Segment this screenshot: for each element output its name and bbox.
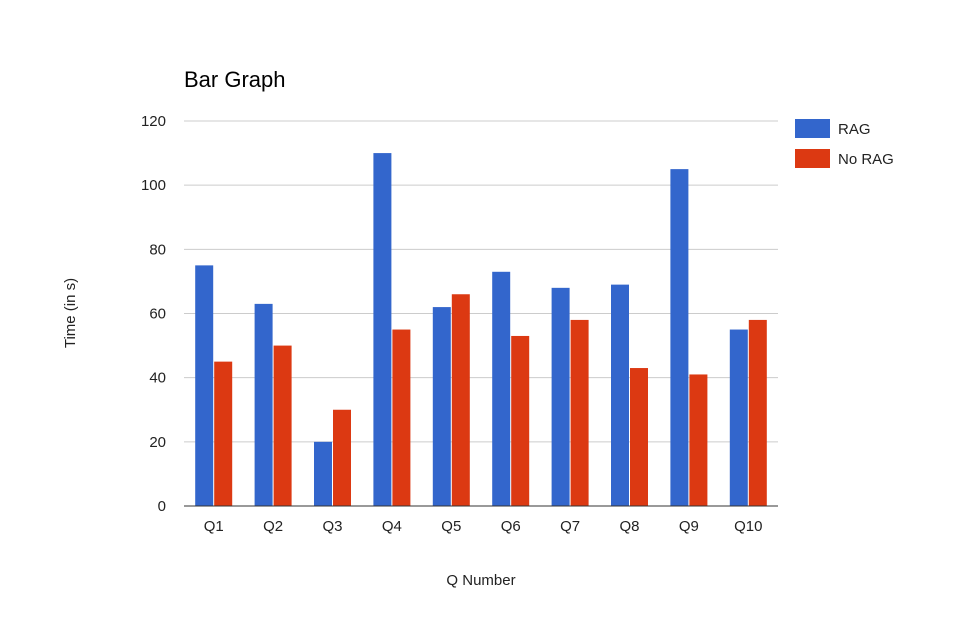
legend-swatch bbox=[795, 119, 830, 138]
bar-no-rag-q4 bbox=[392, 329, 411, 506]
legend-label: No RAG bbox=[838, 151, 894, 168]
bar-no-rag-q7 bbox=[570, 319, 589, 506]
x-tick-label: Q9 bbox=[679, 518, 699, 535]
bar-no-rag-q1 bbox=[214, 361, 233, 506]
y-tick-label: 20 bbox=[149, 434, 166, 451]
bar-rag-q9 bbox=[670, 169, 689, 506]
x-tick-label: Q10 bbox=[734, 518, 762, 535]
legend-label: RAG bbox=[838, 121, 871, 138]
x-tick-label: Q4 bbox=[382, 518, 402, 535]
y-axis-title: Time (in s) bbox=[62, 278, 79, 348]
y-tick-label: 120 bbox=[141, 113, 166, 130]
x-axis-ticks: Q1 Q2 Q3 Q4 Q5 Q6 Q7 Q8 Q9 Q10 bbox=[204, 518, 763, 535]
bar-rag-q3 bbox=[314, 441, 332, 506]
bar-no-rag-q3 bbox=[333, 409, 351, 506]
x-tick-label: Q8 bbox=[619, 518, 639, 535]
y-tick-label: 100 bbox=[141, 177, 166, 194]
legend: RAG No RAG bbox=[795, 119, 894, 168]
x-tick-label: Q6 bbox=[501, 518, 521, 535]
bar-no-rag-q5 bbox=[451, 294, 470, 506]
x-tick-label: Q7 bbox=[560, 518, 580, 535]
bar-rag-q5 bbox=[432, 307, 451, 506]
bar-rag-q8 bbox=[611, 284, 629, 506]
bar-no-rag-q9 bbox=[689, 374, 708, 506]
bar-rag-q1 bbox=[195, 265, 214, 506]
x-axis-title: Q Number bbox=[446, 572, 515, 589]
bar-rag-q6 bbox=[492, 271, 511, 506]
gridlines bbox=[184, 120, 778, 443]
bar-rag-q2 bbox=[254, 303, 273, 506]
x-tick-label: Q2 bbox=[263, 518, 283, 535]
y-tick-label: 0 bbox=[158, 498, 166, 515]
bar-no-rag-q2 bbox=[273, 345, 292, 506]
legend-swatch bbox=[795, 149, 830, 168]
x-tick-label: Q1 bbox=[204, 518, 224, 535]
y-tick-label: 80 bbox=[149, 241, 166, 258]
bar-no-rag-q8 bbox=[630, 368, 648, 506]
y-axis-ticks: 0 20 40 60 80 100 120 bbox=[141, 113, 166, 515]
bar-no-rag-q6 bbox=[511, 335, 530, 506]
chart-title: Bar Graph bbox=[184, 67, 286, 92]
bar-rag-q4 bbox=[373, 153, 392, 507]
bars bbox=[195, 153, 767, 507]
bar-rag-q10 bbox=[729, 329, 748, 506]
bar-no-rag-q10 bbox=[748, 319, 767, 506]
bar-rag-q7 bbox=[551, 287, 570, 506]
x-tick-label: Q3 bbox=[322, 518, 342, 535]
x-tick-label: Q5 bbox=[441, 518, 461, 535]
y-tick-label: 40 bbox=[149, 370, 166, 387]
y-tick-label: 60 bbox=[149, 306, 166, 323]
